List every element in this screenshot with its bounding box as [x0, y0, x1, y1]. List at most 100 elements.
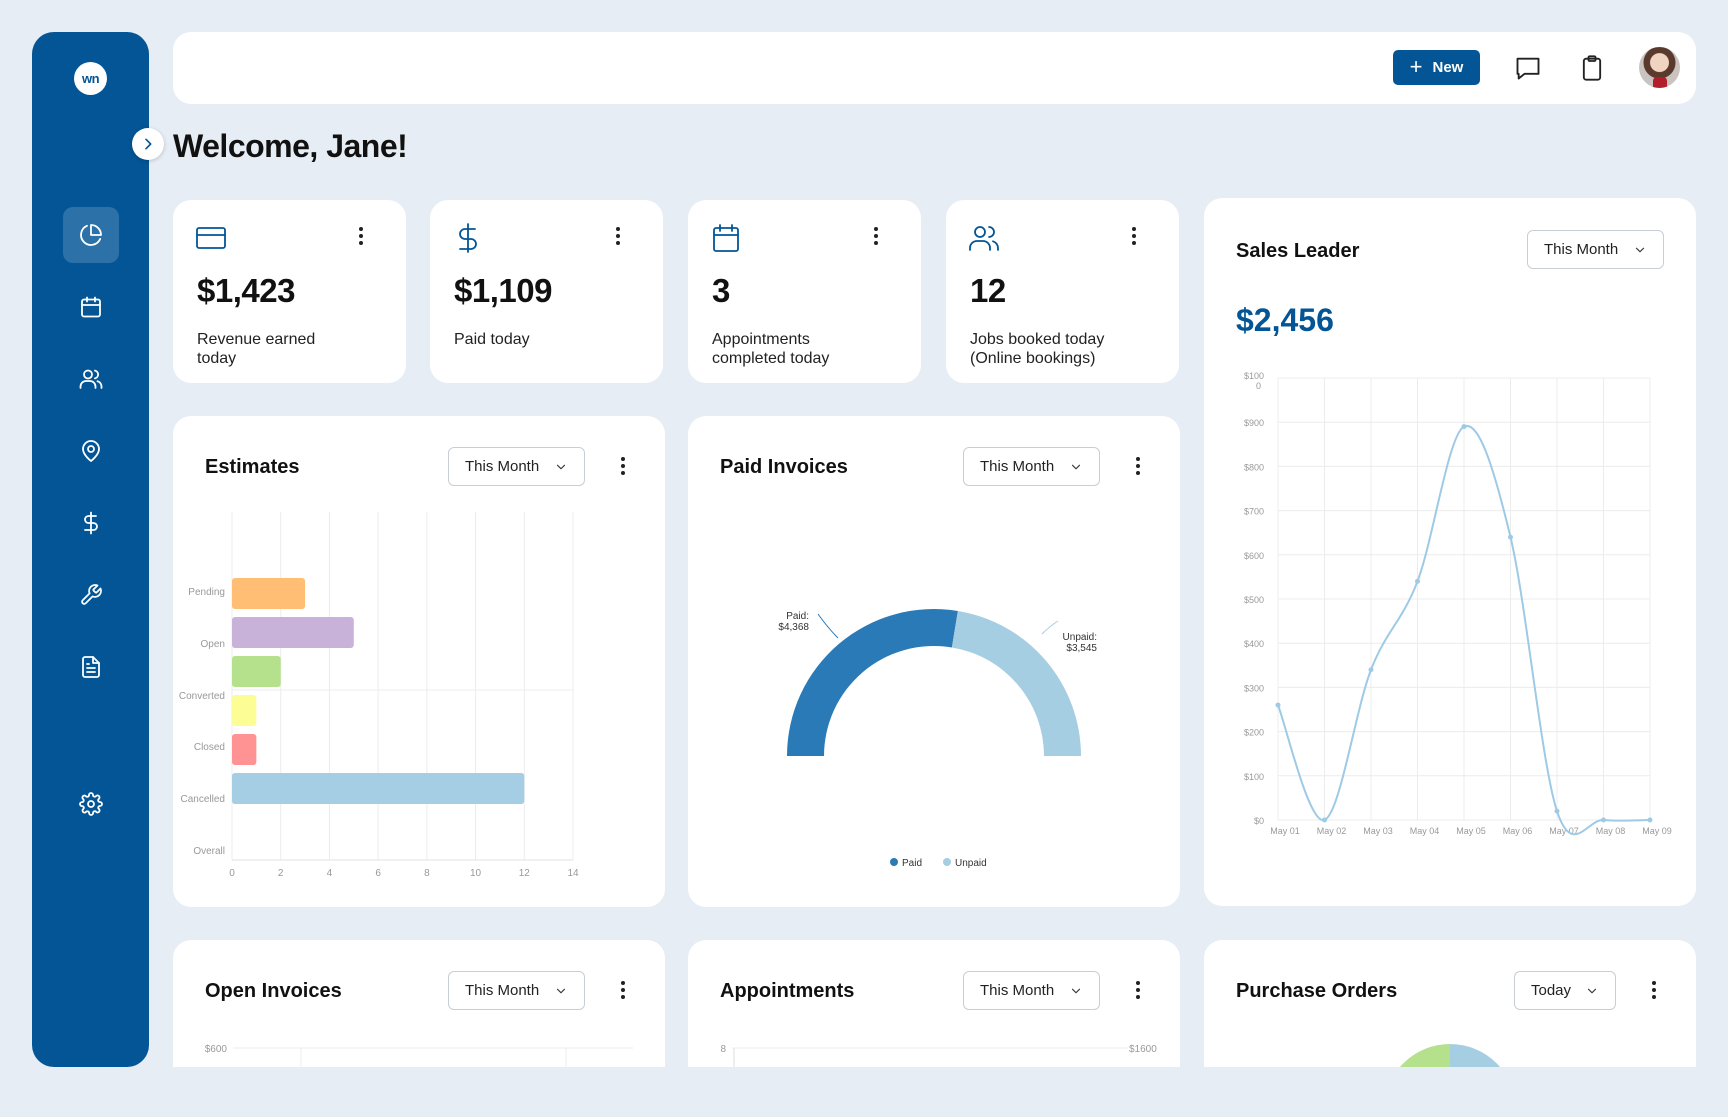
more-options-button[interactable]	[1128, 454, 1148, 478]
stat-card-appointments: 3 Appointments completed today	[688, 200, 921, 383]
range-dropdown[interactable]: This Month	[1527, 230, 1664, 269]
stat-card-revenue: $1,423 Revenue earned today	[173, 200, 406, 383]
more-options-button[interactable]	[351, 224, 371, 248]
sidebar-toggle-button[interactable]	[132, 128, 164, 160]
bar	[232, 773, 525, 804]
more-options-button[interactable]	[613, 978, 633, 1002]
logo[interactable]: wn	[74, 62, 107, 95]
y-tick-label: $600	[205, 1044, 228, 1055]
bar	[232, 695, 257, 726]
purchase-orders-pie	[1400, 1044, 1500, 1067]
more-options-button[interactable]	[608, 224, 628, 248]
sidebar-item-customers[interactable]	[63, 351, 119, 407]
donut-slice	[787, 609, 958, 756]
dropdown-value: This Month	[465, 982, 540, 999]
data-point	[1461, 424, 1467, 430]
sales-line-chart: $0 $100 $200 $300 $400 $500 $600 $700 $800 $900 $1…	[1244, 371, 1672, 836]
y-tick-label: $300	[1244, 683, 1264, 693]
pie-slice	[1400, 1044, 1450, 1067]
donut-slice	[951, 610, 1081, 756]
stat-label: Paid today	[454, 331, 530, 348]
chevron-down-icon	[1071, 464, 1081, 469]
x-tick-label: May 01	[1270, 826, 1300, 836]
calendar-icon	[713, 224, 739, 252]
sidebar-item-settings[interactable]	[63, 776, 119, 832]
dollar-icon	[459, 223, 477, 253]
sidebar-item-dashboard[interactable]	[63, 207, 119, 263]
plus-icon: +	[1409, 53, 1423, 79]
x-tick-label: May 06	[1503, 826, 1533, 836]
more-options-button[interactable]	[1128, 978, 1148, 1002]
y-tick-label: $0	[1254, 816, 1264, 826]
range-dropdown[interactable]: This Month	[448, 971, 585, 1010]
y-tick-label: Pending	[188, 587, 225, 598]
sidebar: wn	[32, 32, 149, 1067]
more-options-button[interactable]	[613, 454, 633, 478]
sidebar-item-payments[interactable]	[63, 495, 119, 551]
x-tick-label: 4	[327, 868, 333, 879]
estimates-bar-chart: 0 2 4 6 8 10 12 14 Pending Open Converted Closed Can…	[179, 512, 579, 879]
dropdown-value: Today	[1531, 982, 1572, 999]
more-options-button[interactable]	[866, 224, 886, 248]
messages-button[interactable]	[1510, 50, 1546, 86]
tasks-button[interactable]	[1574, 50, 1610, 86]
y-tick-label: $600	[1244, 551, 1264, 561]
dropdown-value: This Month	[465, 458, 540, 475]
y-tick-label: Converted	[179, 691, 225, 702]
sales-leader-value: $2,456	[1236, 302, 1334, 338]
sidebar-item-locations[interactable]	[63, 423, 119, 479]
range-dropdown[interactable]: This Month	[448, 447, 585, 486]
purchase-orders-card: Purchase Orders Today	[1204, 940, 1696, 1067]
stat-card-jobs: 12 Jobs booked today (Online bookings)	[946, 200, 1179, 383]
range-dropdown[interactable]: This Month	[963, 971, 1100, 1010]
paid-invoices-card: Paid Invoices This Month Paid: $4,368 Unpa…	[688, 416, 1180, 907]
top-bar: + New	[173, 32, 1696, 104]
sidebar-item-documents[interactable]	[63, 639, 119, 695]
dropdown-value: This Month	[980, 458, 1055, 475]
x-tick-label: May 07	[1549, 826, 1579, 836]
legend-marker	[890, 858, 898, 866]
data-point	[1554, 808, 1560, 814]
avatar[interactable]	[1639, 47, 1680, 88]
stat-value: 12	[970, 272, 1006, 309]
sales-leader-card: Sales Leader This Month $2,456 $0 $100 $20…	[1204, 198, 1696, 906]
page-title: Welcome, Jane!	[173, 128, 408, 164]
dropdown-value: This Month	[1544, 241, 1619, 258]
stat-label: Appointments completed today	[712, 331, 830, 367]
new-button[interactable]: + New	[1393, 50, 1480, 85]
y-tick-label: 8	[720, 1044, 726, 1055]
label-leader	[817, 613, 839, 639]
stat-card-paid: $1,109 Paid today	[430, 200, 663, 383]
y-tick-label: 0	[1256, 381, 1261, 391]
y-tick-label: $800	[1244, 462, 1264, 472]
chevron-right-icon	[145, 138, 152, 150]
x-tick-label: 12	[519, 868, 531, 879]
chat-icon	[1516, 57, 1540, 80]
sidebar-item-tools[interactable]	[63, 567, 119, 623]
card-title: Paid Invoices	[720, 456, 848, 478]
stat-value: $1,109	[454, 272, 552, 309]
sidebar-item-calendar[interactable]	[63, 279, 119, 335]
y-tick-label: $400	[1244, 639, 1264, 649]
x-tick-label: May 02	[1317, 826, 1347, 836]
chevron-down-icon	[1587, 988, 1597, 993]
slice-label: $3,545	[1066, 643, 1097, 654]
range-dropdown[interactable]: Today	[1514, 971, 1616, 1010]
estimates-card: Estimates This Month 0 2 4 6 8 10 12 14 Pending O…	[173, 416, 665, 907]
wrench-icon	[81, 584, 102, 605]
file-text-icon	[82, 656, 100, 678]
users-icon	[79, 369, 103, 389]
pie-slice	[1450, 1044, 1500, 1067]
bar	[232, 578, 306, 609]
map-pin-icon	[82, 440, 100, 462]
x-tick-label: May 05	[1456, 826, 1486, 836]
stat-label: Revenue earned today	[197, 331, 316, 367]
slice-label: Paid:	[786, 611, 809, 622]
data-point	[1368, 667, 1374, 673]
range-dropdown[interactable]: This Month	[963, 447, 1100, 486]
x-tick-label: 2	[278, 868, 284, 879]
more-options-button[interactable]	[1644, 978, 1664, 1002]
y-tick-label: $100	[1244, 772, 1264, 782]
more-options-button[interactable]	[1124, 224, 1144, 248]
slice-label: Unpaid:	[1063, 632, 1097, 643]
